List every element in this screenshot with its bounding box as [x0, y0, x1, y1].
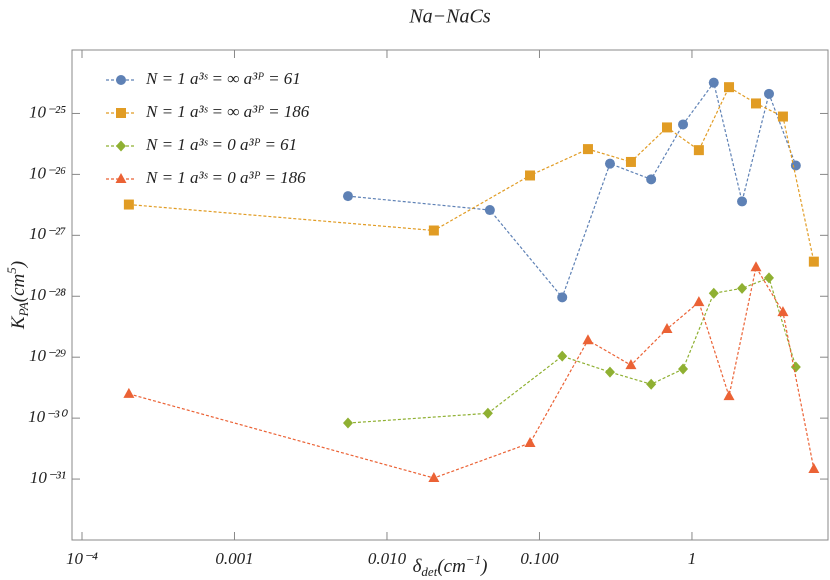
data-point: [763, 88, 774, 99]
x-tick-label: 0.001: [215, 549, 253, 568]
x-label-sup: −1: [466, 552, 481, 567]
data-point: [582, 334, 594, 345]
chart-title: Na−NaCs: [408, 6, 491, 28]
data-point: [525, 170, 536, 181]
series-line: [347, 81, 797, 299]
plot-frame: [71, 49, 829, 541]
legend-label: N = 1 a³ˢ = 0 a³ᴾ = 186: [145, 168, 306, 187]
x-axis-label: δdet(cm−1): [413, 552, 488, 579]
legend-label: N = 1 a³ˢ = ∞ a³ᴾ = 186: [145, 102, 310, 121]
data-point: [428, 225, 439, 236]
legend-marker: [116, 75, 126, 85]
data-point: [557, 292, 568, 303]
legend-marker: [116, 140, 126, 152]
data-point: [646, 378, 657, 390]
data-point: [524, 437, 536, 448]
data-point: [693, 145, 704, 156]
data-point: [428, 472, 440, 483]
data-point: [123, 387, 135, 398]
x-label-end: ): [480, 556, 487, 577]
data-point: [737, 196, 748, 207]
legend-marker: [115, 173, 127, 183]
y-label-main: K: [8, 315, 29, 330]
data-point: [708, 287, 719, 299]
x-tick-label: 0.010: [368, 549, 407, 568]
data-point: [625, 156, 636, 167]
data-point: [678, 119, 689, 130]
data-point: [708, 77, 719, 88]
data-point: [737, 282, 748, 294]
y-tick-label: 10⁻³⁰: [28, 407, 68, 426]
legend-label: N = 1 a³ˢ = ∞ a³ᴾ = 61: [145, 69, 301, 88]
x-label-sub: det: [421, 564, 437, 579]
data-point: [604, 366, 615, 378]
data-point: [763, 272, 774, 284]
data-point: [693, 296, 705, 307]
y-axis-label: KPA(cm5): [4, 261, 31, 330]
data-point: [777, 111, 788, 122]
data-point: [750, 261, 762, 272]
series-line: [128, 265, 815, 479]
data-point: [557, 350, 568, 362]
x-label-main: δ: [413, 556, 423, 577]
y-label-end: ): [8, 261, 29, 268]
y-tick-label: 10⁻²⁷: [29, 224, 66, 243]
data-point: [808, 463, 820, 474]
data-point: [582, 144, 593, 155]
data-point: [724, 82, 735, 93]
y-tick-label: 10⁻³¹: [30, 468, 66, 487]
data-point: [790, 361, 801, 373]
data-point: [484, 205, 495, 216]
data-point: [123, 199, 134, 210]
data-point: [790, 160, 801, 171]
data-point: [808, 256, 819, 267]
y-label-sub: PA: [16, 302, 31, 317]
data-point: [723, 390, 735, 401]
data-point: [342, 191, 353, 202]
data-point: [342, 417, 353, 429]
data-point: [604, 158, 615, 169]
data-point: [482, 407, 493, 419]
data-point: [662, 122, 673, 133]
data-point: [661, 323, 673, 334]
legend-label: N = 1 a³ˢ = 0 a³ᴾ = 61: [145, 135, 297, 154]
y-tick-label: 10⁻²⁹: [29, 346, 66, 365]
x-label-unit: (cm: [437, 556, 465, 577]
y-tick-label: 10⁻²⁸: [29, 285, 66, 304]
y-tick-label: 10⁻²⁵: [29, 102, 66, 121]
legend-marker: [116, 108, 126, 118]
data-point: [625, 359, 637, 370]
y-label-sup: 5: [4, 267, 19, 274]
data-point: [751, 98, 762, 109]
y-label-unit: (cm: [8, 274, 29, 302]
x-tick-label: 10⁻⁴: [66, 549, 98, 568]
x-tick-label: 0.100: [520, 549, 559, 568]
data-point: [678, 363, 689, 375]
data-point: [646, 174, 657, 185]
y-tick-label: 10⁻²⁶: [29, 163, 66, 182]
x-tick-label: 1: [688, 549, 697, 568]
series-line: [347, 277, 797, 424]
data-point: [777, 306, 789, 317]
